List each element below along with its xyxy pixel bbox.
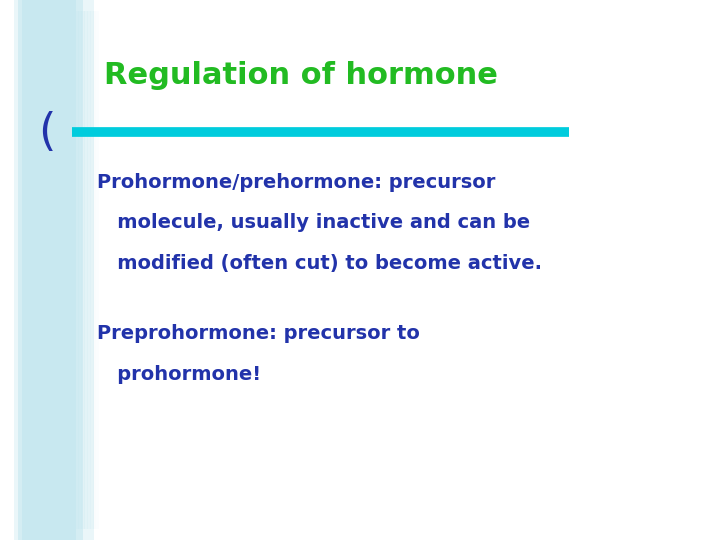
Bar xyxy=(81,11,85,529)
Bar xyxy=(76,11,79,529)
Text: Regulation of hormone: Regulation of hormone xyxy=(104,61,498,90)
Bar xyxy=(84,11,88,529)
Bar xyxy=(93,11,96,529)
Bar xyxy=(90,11,94,529)
Text: (: ( xyxy=(38,111,55,154)
Bar xyxy=(22,0,76,540)
Bar xyxy=(18,0,83,540)
Text: prohormone!: prohormone! xyxy=(97,364,261,383)
Text: modified (often cut) to become active.: modified (often cut) to become active. xyxy=(97,254,542,273)
Text: molecule, usually inactive and can be: molecule, usually inactive and can be xyxy=(97,213,531,232)
Bar xyxy=(96,11,99,529)
Bar xyxy=(87,11,91,529)
Bar xyxy=(78,11,82,529)
Bar xyxy=(14,0,94,540)
Text: Prohormone/prehormone: precursor: Prohormone/prehormone: precursor xyxy=(97,173,495,192)
Text: Preprohormone: precursor to: Preprohormone: precursor to xyxy=(97,324,420,343)
Bar xyxy=(22,11,76,529)
